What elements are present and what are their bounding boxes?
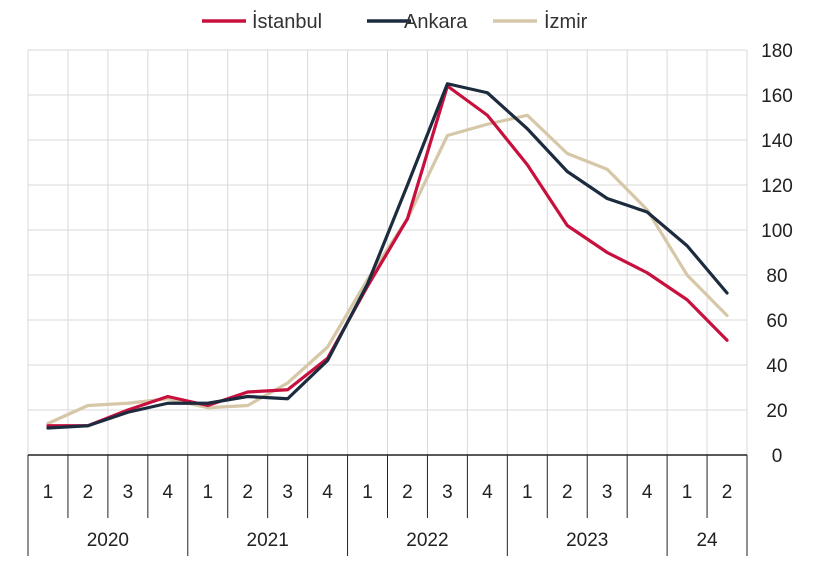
- x-tick-label: 1: [202, 482, 213, 503]
- series-line-2: [46, 82, 729, 430]
- y-axis: 0 20 40 60 80 100 120 140 160 180: [761, 41, 793, 467]
- x-tick-label: 3: [123, 482, 134, 503]
- x-year-label: 2021: [247, 530, 289, 551]
- y-tick-label: 140: [761, 131, 793, 152]
- chart-grid: [27, 49, 748, 455]
- y-tick-label: 80: [766, 266, 787, 287]
- x-tick-label: 2: [242, 482, 253, 503]
- series-layer: [46, 82, 729, 430]
- y-tick-label: 120: [761, 176, 793, 197]
- x-tick-label: 2: [722, 482, 733, 503]
- legend-label: İzmir: [544, 10, 588, 33]
- x-tick-label: 3: [282, 482, 293, 503]
- y-tick-label: 180: [761, 41, 793, 62]
- x-year-label: 2023: [566, 530, 608, 551]
- x-year-label: 2022: [406, 530, 448, 551]
- series-line-1: [46, 84, 729, 428]
- x-year-label: 24: [696, 530, 718, 551]
- x-tick-label: 2: [562, 482, 573, 503]
- x-tick-label: 3: [602, 482, 613, 503]
- y-tick-label: 20: [766, 401, 787, 422]
- x-tick-label: 1: [362, 482, 373, 503]
- y-tick-label: 40: [766, 356, 787, 377]
- x-tick-label: 1: [43, 482, 54, 503]
- x-tick-label: 3: [442, 482, 453, 503]
- x-tick-label: 4: [322, 482, 333, 503]
- x-tick-label: 1: [522, 482, 533, 503]
- x-axis: 1 2 3 4 1 2 3 4 1 2 3 4 1 2 3 4 1 2 2020 2021 2022 2023 24: [27, 454, 748, 556]
- x-tick-label: 4: [163, 482, 174, 503]
- legend-label: İstanbul: [252, 10, 322, 33]
- y-tick-label: 100: [761, 221, 793, 242]
- y-tick-label: 0: [772, 446, 783, 467]
- x-tick-label: 4: [642, 482, 653, 503]
- x-tick-label: 2: [83, 482, 94, 503]
- y-tick-label: 60: [766, 311, 787, 332]
- x-year-label: 2020: [87, 530, 129, 551]
- y-tick-label: 160: [761, 86, 793, 107]
- legend: İstanbul Ankara İzmir: [202, 10, 588, 33]
- x-tick-label: 1: [682, 482, 693, 503]
- x-tick-label: 2: [402, 482, 413, 503]
- x-tick-label: 4: [482, 482, 493, 503]
- legend-label: Ankara: [404, 11, 468, 33]
